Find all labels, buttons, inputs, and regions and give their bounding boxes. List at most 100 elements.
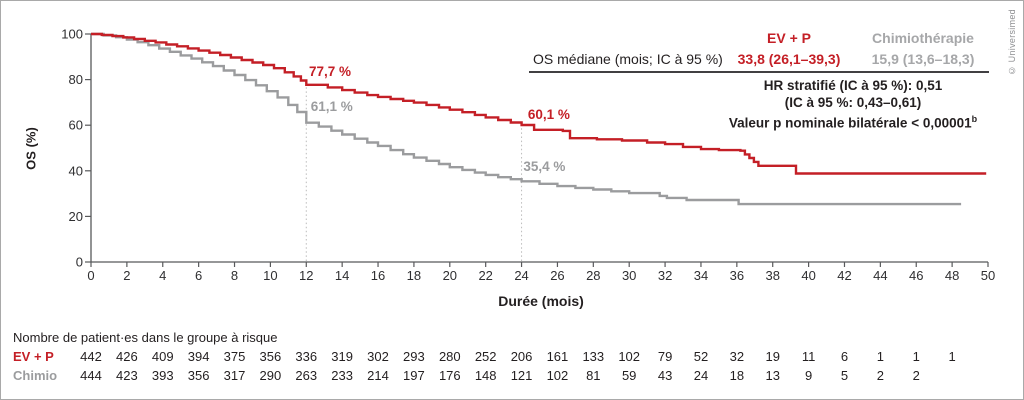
x-tick-label: 0	[87, 268, 94, 283]
at-risk-count: 375	[223, 349, 246, 364]
at-risk-count: 6	[840, 349, 849, 364]
at-risk-count: 59	[621, 368, 637, 383]
x-tick-label: 4	[159, 268, 166, 283]
milestone-label-35-4: 35,4 %	[523, 158, 566, 174]
x-tick-label: 48	[945, 268, 959, 283]
at-risk-count: 252	[474, 349, 497, 364]
at-risk-count: 319	[331, 349, 353, 364]
axes	[90, 34, 988, 263]
at-risk-count: 2	[912, 368, 920, 383]
at-risk-count: 148	[474, 368, 497, 383]
at-risk-count: 233	[331, 368, 353, 383]
at-risk-count: 32	[729, 349, 745, 364]
x-tick-label: 10	[263, 268, 277, 283]
stats-median-chemo: 15,9 (13,6–18,3)	[871, 51, 975, 67]
at-risk-count: 206	[510, 349, 533, 364]
stats-col-header-chemo: Chimiothérapie	[872, 30, 974, 46]
footnote-marker: b	[971, 114, 978, 124]
at-risk-count: 409	[151, 349, 174, 364]
at-risk-count: 133	[582, 349, 605, 364]
at-risk-count: 161	[546, 349, 569, 364]
km-curve-chimioth-rapie	[91, 32, 962, 206]
x-tick-label: 18	[407, 268, 421, 283]
milestone-label-77-7: 77,7 %	[308, 64, 351, 80]
km-curve-ev-p	[91, 32, 987, 175]
at-risk-count: 13	[765, 368, 780, 383]
x-tick-label: 12	[299, 268, 313, 283]
x-tick-label: 6	[195, 268, 202, 283]
at-risk-count: 393	[151, 368, 174, 383]
x-axis-title: Durée (mois)	[498, 293, 584, 309]
x-tick-label: 8	[231, 268, 238, 283]
at-risk-count: 356	[259, 349, 282, 364]
at-risk-count: 102	[546, 368, 569, 383]
x-tick-label: 30	[622, 268, 636, 283]
at-risk-count: 197	[403, 368, 425, 383]
at-risk-count: 394	[187, 349, 210, 364]
at-risk-count: 24	[693, 368, 709, 383]
at-risk-count: 9	[804, 368, 813, 383]
stats-col-header-evp: EV + P	[767, 30, 811, 46]
at-risk-count: 5	[840, 368, 849, 383]
x-tick-label: 20	[443, 268, 457, 283]
x-tick-label: 50	[981, 268, 995, 283]
stats-divider-line	[529, 71, 989, 73]
at-risk-count: 317	[223, 368, 246, 383]
x-tick-label: 26	[550, 268, 564, 283]
at-risk-count: 1	[912, 349, 920, 364]
at-risk-count: 280	[438, 349, 461, 364]
hr-stats-block: HR stratifié (IC à 95 %): 0,51 (IC à 95 …	[713, 77, 993, 132]
x-tick-label: 42	[837, 268, 851, 283]
at-risk-row-label-ev-p: EV + P	[13, 349, 54, 364]
at-risk-count: 176	[438, 368, 461, 383]
x-tick-label: 16	[371, 268, 385, 283]
y-axis-title: OS (%)	[23, 127, 39, 170]
x-tick-label: 40	[801, 268, 815, 283]
hr-stratified: HR stratifié (IC à 95 %): 0,51	[763, 78, 943, 93]
x-tick-label: 28	[586, 268, 600, 283]
x-tick-label: 32	[658, 268, 672, 283]
x-tick-label: 46	[909, 268, 923, 283]
at-risk-count: 102	[618, 349, 641, 364]
hr-confidence-interval: (IC à 95 %: 0,43–0,61)	[784, 95, 922, 110]
at-risk-count: 336	[295, 349, 318, 364]
x-tick-label: 34	[694, 268, 708, 283]
at-risk-count: 293	[403, 349, 425, 364]
at-risk-count: 214	[367, 368, 389, 383]
at-risk-count: 11	[801, 349, 816, 364]
at-risk-count: 79	[657, 349, 673, 364]
at-risk-count: 356	[187, 368, 210, 383]
at-risk-count: 81	[586, 368, 601, 383]
x-tick-label: 36	[730, 268, 744, 283]
at-risk-title: Nombre de patient·es dans le groupe à ri…	[13, 330, 278, 345]
at-risk-count: 19	[765, 349, 780, 364]
at-risk-count: 290	[259, 368, 282, 383]
y-tick-label: 0	[76, 255, 83, 270]
at-risk-count: 121	[510, 368, 533, 383]
at-risk-count: 426	[116, 349, 138, 364]
at-risk-row-label-chimio: Chimio	[13, 368, 58, 383]
x-tick-label: 38	[765, 268, 779, 283]
at-risk-count: 18	[729, 368, 745, 383]
x-tick-label: 24	[514, 268, 528, 283]
at-risk-count: 442	[80, 349, 102, 364]
y-tick-label: 80	[69, 72, 83, 87]
stats-median-evp: 33,8 (26,1–39,3)	[737, 51, 841, 67]
at-risk-count: 302	[367, 349, 389, 364]
x-tick-label: 44	[873, 268, 887, 283]
stats-row-label: OS médiane (mois; IC à 95 %)	[533, 51, 723, 67]
y-tick-label: 100	[61, 27, 83, 42]
milestone-label-61-1: 61,1 %	[310, 99, 353, 115]
at-risk-count: 263	[295, 368, 318, 383]
x-tick-label: 22	[478, 268, 492, 283]
at-risk-count: 52	[693, 349, 709, 364]
x-tick-label: 14	[335, 268, 349, 283]
p-value: Valeur p nominale bilatérale < 0,00001b	[728, 114, 978, 131]
x-tick-label: 2	[123, 268, 130, 283]
at-risk-count: 1	[948, 349, 956, 364]
y-tick-label: 60	[69, 118, 83, 133]
y-tick-label: 40	[69, 163, 83, 178]
at-risk-count: 423	[116, 368, 138, 383]
